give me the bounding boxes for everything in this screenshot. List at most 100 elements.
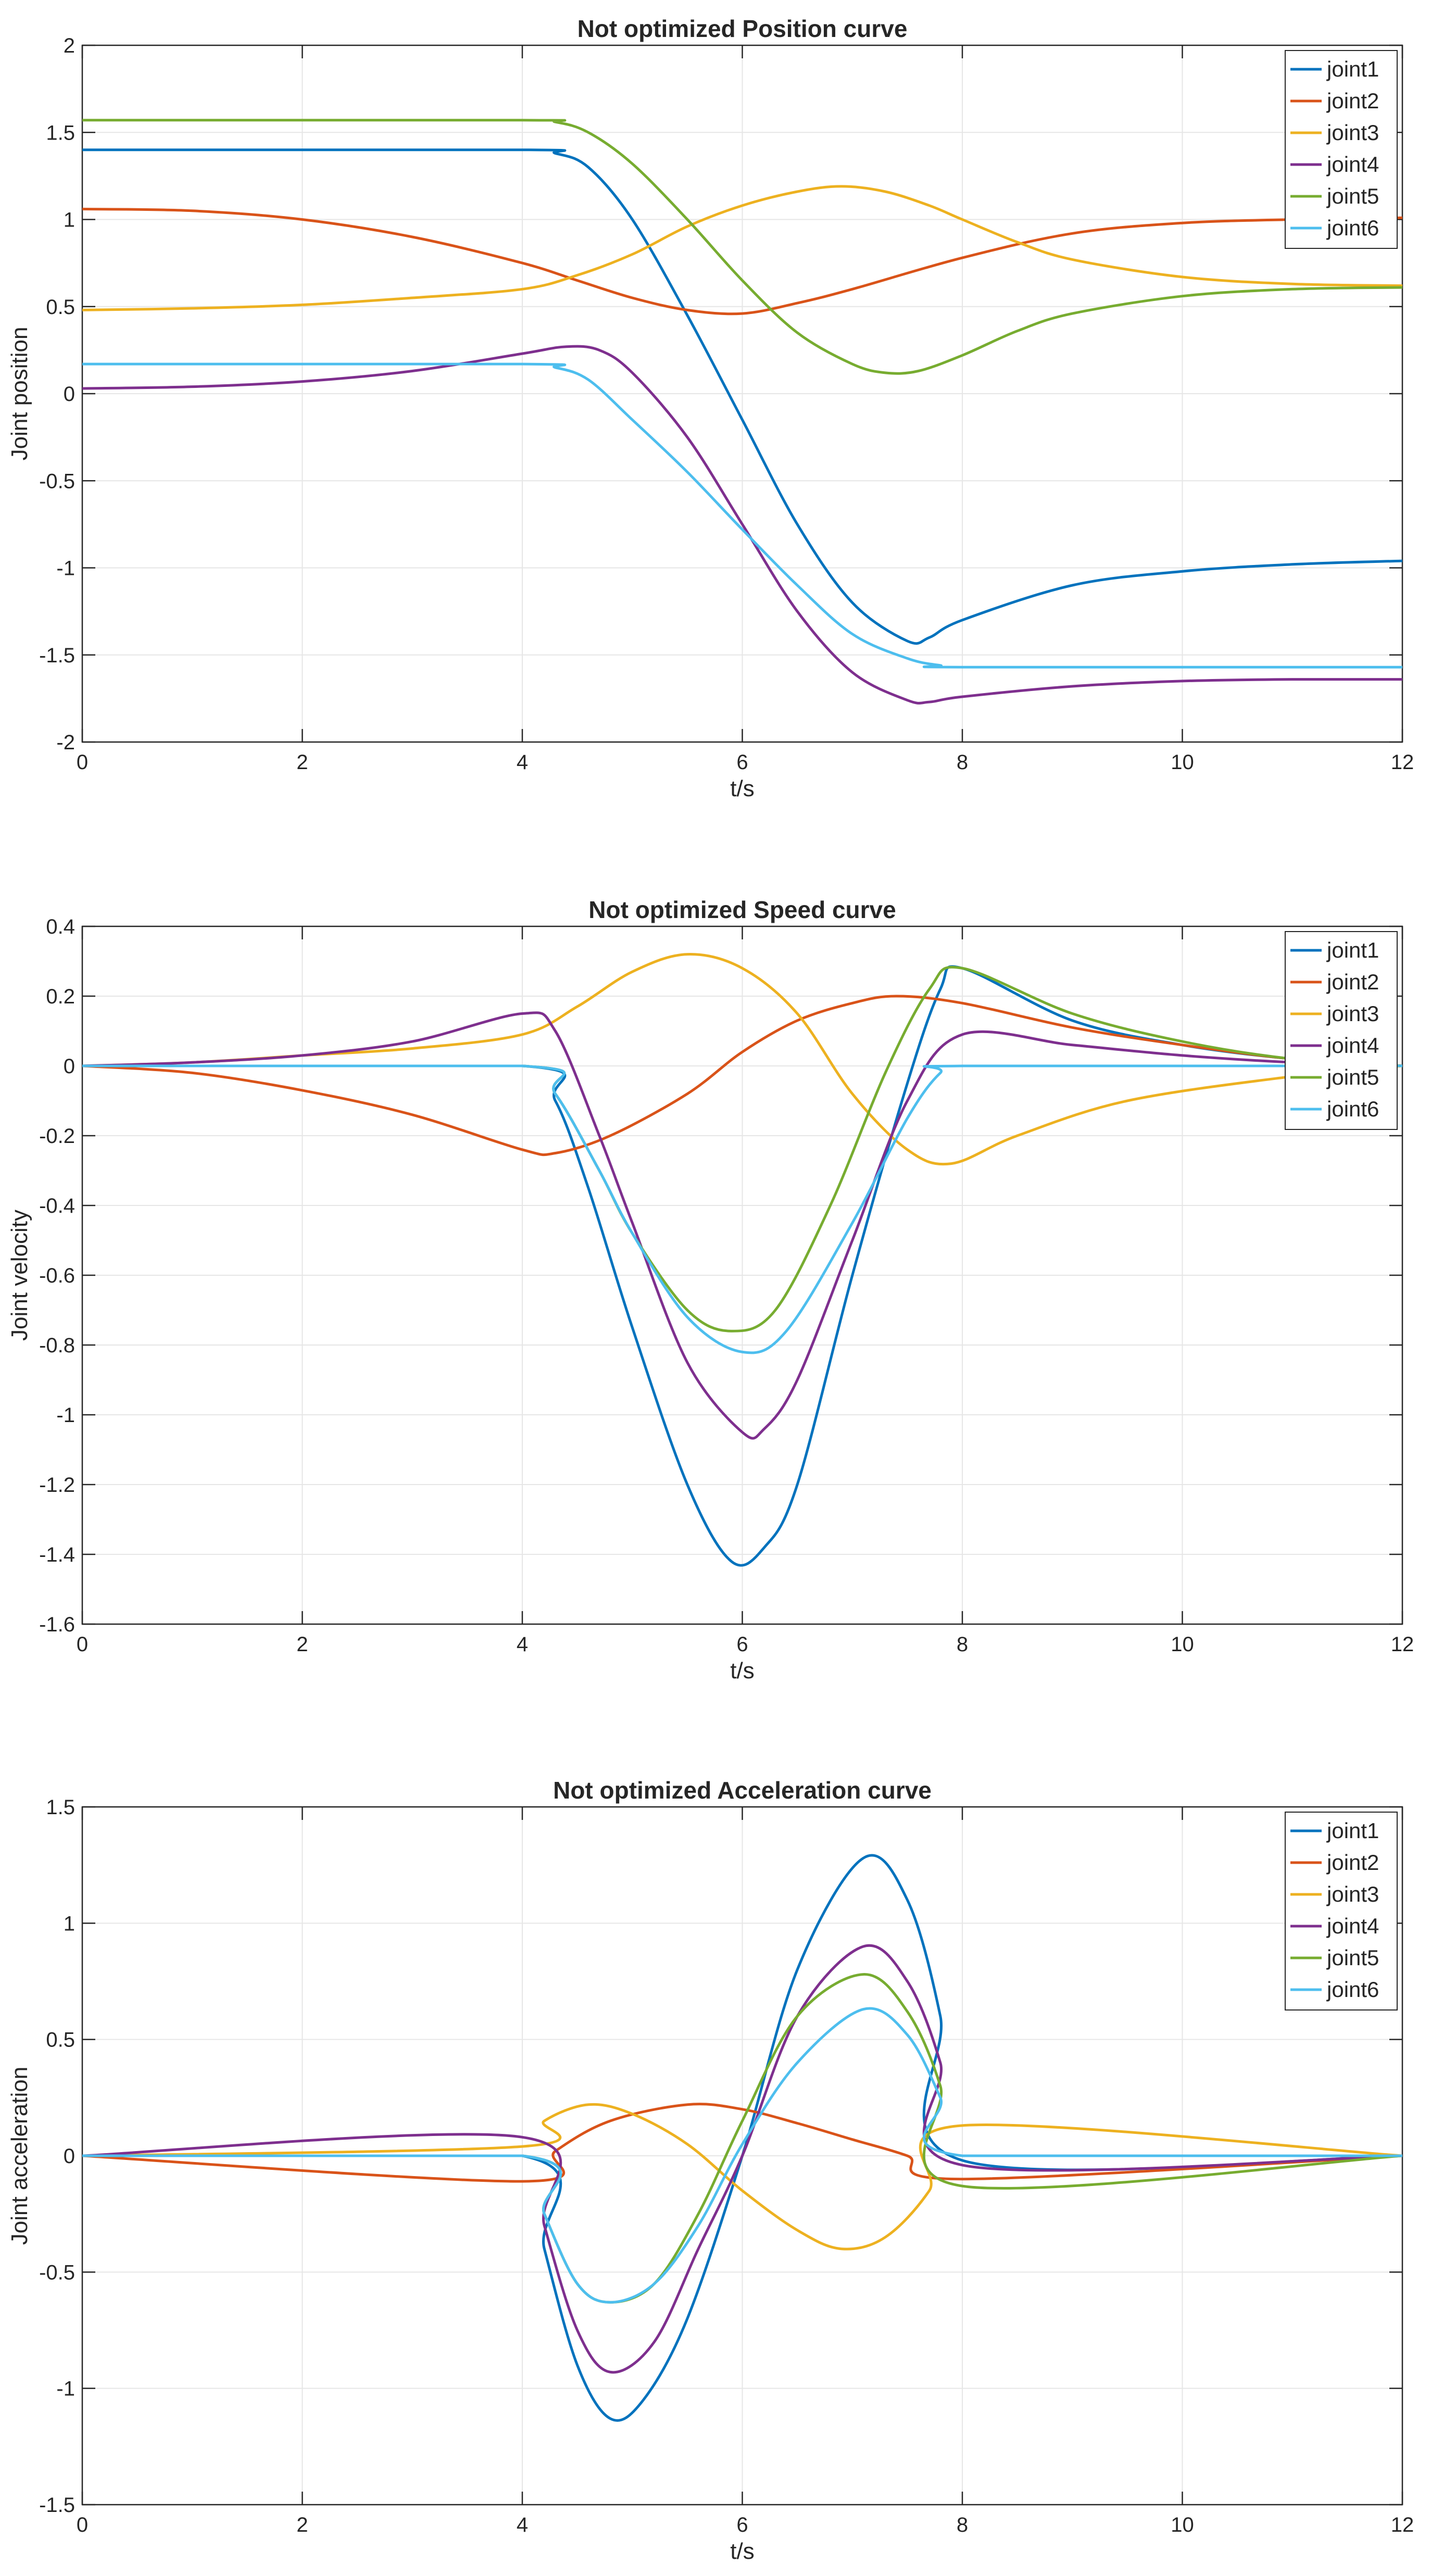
x-tick-label: 2 xyxy=(296,2514,308,2536)
y-tick-label: -0.5 xyxy=(39,470,75,493)
series-line-joint6 xyxy=(82,362,1402,669)
y-tick-label: -1 xyxy=(56,1404,75,1427)
x-tick-label: 12 xyxy=(1391,2514,1414,2536)
x-tick-label: 6 xyxy=(736,751,748,774)
legend-label-joint3: joint3 xyxy=(1326,1882,1379,1906)
x-tick-label: 4 xyxy=(517,1633,528,1656)
legend-label-joint1: joint1 xyxy=(1326,57,1379,81)
y-axis-label: Joint velocity xyxy=(7,1210,32,1341)
y-tick-label: -1.5 xyxy=(39,644,75,667)
legend-label-joint6: joint6 xyxy=(1326,1977,1379,2002)
series-line-joint4 xyxy=(82,345,1402,705)
series-line-joint6 xyxy=(82,2007,1402,2304)
y-tick-label: 1 xyxy=(64,1912,75,1935)
x-tick-label: 8 xyxy=(957,2514,968,2536)
y-tick-label: 0.2 xyxy=(46,985,75,1008)
y-tick-label: 0 xyxy=(64,383,75,406)
legend-box xyxy=(1285,50,1398,249)
legend-box xyxy=(1285,1812,1398,2010)
x-tick-label: 2 xyxy=(296,1633,308,1656)
y-tick-label: -0.2 xyxy=(39,1125,75,1148)
y-tick-label: 0 xyxy=(64,1055,75,1078)
legend-label-joint4: joint4 xyxy=(1326,1914,1379,1938)
x-axis-label: t/s xyxy=(730,1658,754,1683)
x-axis-label: t/s xyxy=(730,776,754,801)
y-tick-label: -1.4 xyxy=(39,1543,75,1566)
x-tick-label: 4 xyxy=(517,751,528,774)
chart-title: Not optimized Acceleration curve xyxy=(553,1777,932,1804)
legend-label-joint5: joint5 xyxy=(1326,184,1379,208)
x-axis-label: t/s xyxy=(730,2539,754,2564)
x-tick-label: 6 xyxy=(736,2514,748,2536)
y-tick-label: 0.5 xyxy=(46,2029,75,2052)
chart-title: Not optimized Position curve xyxy=(578,15,908,42)
y-tick-label: -0.8 xyxy=(39,1334,75,1357)
y-tick-label: -1.5 xyxy=(39,2494,75,2517)
x-tick-label: 10 xyxy=(1171,1633,1194,1656)
series-line-joint2 xyxy=(82,995,1402,1157)
legend-label-joint2: joint2 xyxy=(1326,970,1379,994)
series-line-joint6 xyxy=(82,1064,1402,1354)
x-tick-label: 8 xyxy=(957,751,968,774)
speed-chart: 0 2 4 6 8 10 12 -1.6 -1.4 -1.2 -1 -0.8 -0.6 -0.4 -0.2 0… xyxy=(7,896,1414,1683)
y-tick-label: 1.5 xyxy=(46,121,75,144)
acceleration-chart: 0 2 4 6 8 10 12 -1.5 -1 -0.5 0 0.5 1 1.5 Not optimized… xyxy=(7,1777,1414,2564)
series-line-joint3 xyxy=(82,2103,1402,2251)
y-tick-label: -1 xyxy=(56,557,75,580)
legend-label-joint3: joint3 xyxy=(1326,1001,1379,1026)
x-tick-label: 0 xyxy=(77,2514,88,2536)
x-tick-label: 0 xyxy=(77,751,88,774)
y-tick-label: 2 xyxy=(64,34,75,57)
legend-label-joint6: joint6 xyxy=(1326,216,1379,240)
series-group xyxy=(82,119,1402,705)
x-tick-label: 4 xyxy=(517,2514,528,2536)
y-tick-label: 0.5 xyxy=(46,296,75,319)
series-group xyxy=(82,1854,1402,2422)
y-tick-label: -0.5 xyxy=(39,2261,75,2284)
series-line-joint4 xyxy=(82,1011,1402,1440)
legend-label-joint2: joint2 xyxy=(1326,89,1379,113)
x-tick-label: 10 xyxy=(1171,751,1194,774)
x-tick-label: 8 xyxy=(957,1633,968,1656)
legend-label-joint4: joint4 xyxy=(1326,1033,1379,1058)
y-axis-label: Joint acceleration xyxy=(7,2067,32,2245)
x-tick-label: 10 xyxy=(1171,2514,1194,2536)
legend-label-joint4: joint4 xyxy=(1326,152,1379,177)
y-tick-label: 0.4 xyxy=(46,915,75,938)
y-tick-label: -0.6 xyxy=(39,1264,75,1287)
position-chart: 0 2 4 6 8 10 12 -2 -1.5 -1 -0.5 0 0.5 1 1.5 2 Not optimi… xyxy=(7,15,1414,801)
legend-box xyxy=(1285,931,1398,1130)
x-tick-label: 0 xyxy=(77,1633,88,1656)
y-tick-label: -1.6 xyxy=(39,1613,75,1636)
legend: joint1 joint2 joint3 joint4 joint5 joint6 xyxy=(1285,1812,1398,2010)
legend-label-joint1: joint1 xyxy=(1326,1818,1379,1843)
chart-title: Not optimized Speed curve xyxy=(588,896,896,923)
series-line-joint1 xyxy=(82,1854,1402,2422)
series-line-joint1 xyxy=(82,148,1402,645)
x-tick-label: 12 xyxy=(1391,1633,1414,1656)
series-line-joint3 xyxy=(82,953,1402,1166)
legend: joint1 joint2 joint3 joint4 joint5 joint6 xyxy=(1285,931,1398,1130)
legend-label-joint5: joint5 xyxy=(1326,1945,1379,1970)
series-group xyxy=(82,953,1402,1567)
y-tick-label: -2 xyxy=(56,731,75,754)
legend-label-joint1: joint1 xyxy=(1326,938,1379,962)
series-line-joint5 xyxy=(82,119,1402,375)
y-tick-label: 1 xyxy=(64,209,75,232)
y-tick-label: 1.5 xyxy=(46,1796,75,1819)
x-tick-label: 12 xyxy=(1391,751,1414,774)
series-line-joint2 xyxy=(82,207,1402,316)
legend-label-joint5: joint5 xyxy=(1326,1065,1379,1089)
y-tick-label: -0.4 xyxy=(39,1195,75,1217)
series-line-joint3 xyxy=(82,185,1402,311)
y-tick-label: -1 xyxy=(56,2378,75,2401)
y-tick-label: -1.2 xyxy=(39,1474,75,1497)
legend-label-joint2: joint2 xyxy=(1326,1850,1379,1875)
legend-label-joint3: joint3 xyxy=(1326,120,1379,145)
x-tick-label: 2 xyxy=(296,751,308,774)
legend: joint1 joint2 joint3 joint4 joint5 joint6 xyxy=(1285,50,1398,249)
y-axis-label: Joint position xyxy=(7,327,32,461)
y-tick-label: 0 xyxy=(64,2145,75,2168)
